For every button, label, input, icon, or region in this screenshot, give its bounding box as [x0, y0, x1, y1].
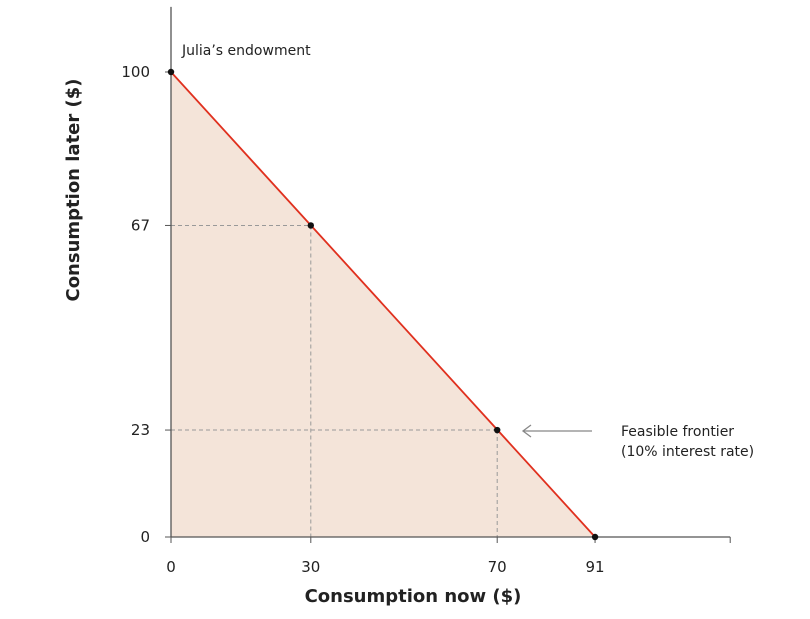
y-tick-label: 67 [131, 216, 150, 234]
x-tick-label: 91 [586, 558, 605, 576]
y-tick-label: 100 [121, 63, 150, 81]
x-tick-label: 30 [301, 558, 320, 576]
x-tick-label: 70 [488, 558, 507, 576]
arrow-head-icon [521, 424, 532, 438]
feasible-frontier-line [170, 71, 596, 538]
y-axis-label: Consumption later ($) [63, 78, 84, 301]
x-axis-label: Consumption now ($) [305, 586, 522, 607]
data-point [591, 533, 599, 541]
x-tick-label: 0 [166, 558, 176, 576]
data-point [494, 426, 501, 434]
y-tick-label: 0 [140, 528, 150, 546]
y-tick-label: 23 [131, 421, 150, 439]
frontier-label-2: (10% interest rate) [621, 444, 754, 460]
data-point [167, 68, 175, 76]
endowment-label: Julia’s endowment [181, 43, 311, 59]
data-point [307, 222, 314, 229]
frontier-label-1: Feasible frontier [621, 424, 734, 440]
